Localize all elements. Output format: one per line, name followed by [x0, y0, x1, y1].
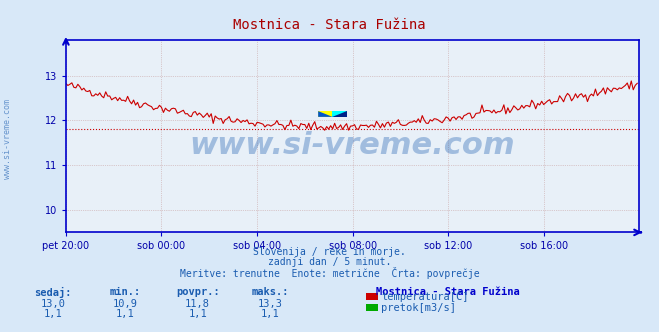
Text: povpr.:: povpr.:	[176, 287, 219, 297]
Polygon shape	[333, 111, 347, 117]
Text: 10,9: 10,9	[113, 299, 138, 309]
Text: Mostnica - Stara Fužina: Mostnica - Stara Fužina	[376, 287, 519, 297]
Text: 13,0: 13,0	[40, 299, 65, 309]
Text: min.:: min.:	[109, 287, 141, 297]
Text: www.si-vreme.com: www.si-vreme.com	[3, 100, 13, 179]
Text: temperatura[C]: temperatura[C]	[381, 292, 469, 302]
Text: www.si-vreme.com: www.si-vreme.com	[190, 131, 515, 160]
FancyBboxPatch shape	[333, 111, 347, 117]
Text: Mostnica - Stara Fužina: Mostnica - Stara Fužina	[233, 18, 426, 32]
Text: 1,1: 1,1	[43, 309, 62, 319]
Text: 1,1: 1,1	[116, 309, 134, 319]
Text: Slovenija / reke in morje.: Slovenija / reke in morje.	[253, 247, 406, 257]
Text: 11,8: 11,8	[185, 299, 210, 309]
Text: pretok[m3/s]: pretok[m3/s]	[381, 303, 456, 313]
Polygon shape	[318, 111, 333, 117]
Text: 1,1: 1,1	[261, 309, 279, 319]
Text: 1,1: 1,1	[188, 309, 207, 319]
Text: 13,3: 13,3	[258, 299, 283, 309]
Text: sedaj:: sedaj:	[34, 287, 71, 298]
Text: Meritve: trenutne  Enote: metrične  Črta: povprečje: Meritve: trenutne Enote: metrične Črta: …	[180, 267, 479, 279]
FancyBboxPatch shape	[318, 111, 333, 117]
Text: maks.:: maks.:	[252, 287, 289, 297]
Text: zadnji dan / 5 minut.: zadnji dan / 5 minut.	[268, 257, 391, 267]
